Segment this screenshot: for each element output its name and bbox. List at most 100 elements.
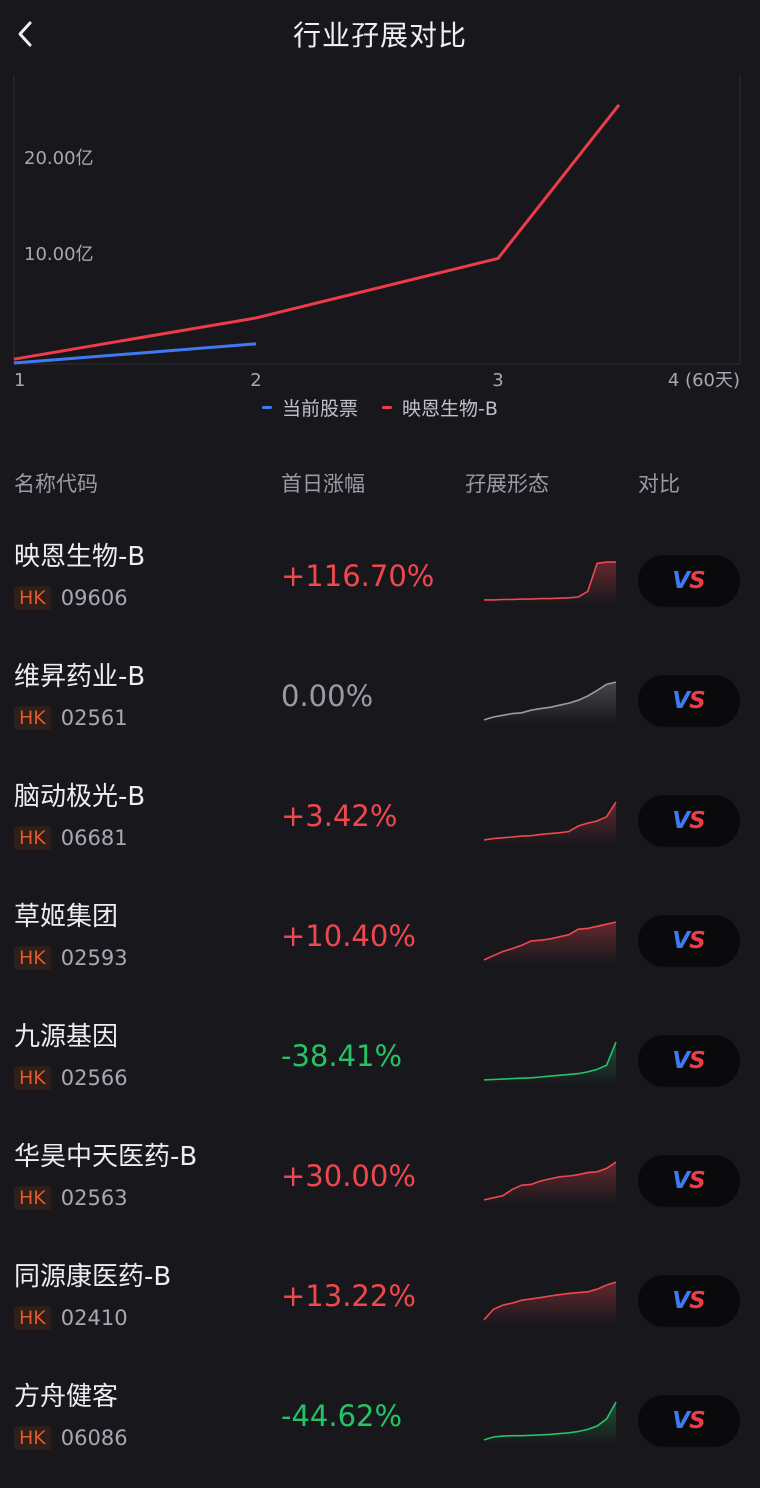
- sparkline-area: [484, 1042, 616, 1084]
- vs-label-v: V: [672, 1408, 691, 1434]
- legend-label: 映恩生物-B: [402, 398, 498, 420]
- sparkline-line: [483, 1281, 617, 1321]
- market-badge: HK: [14, 1426, 51, 1450]
- first-day-change: +116.70%: [281, 559, 435, 593]
- vs-label-v: V: [672, 688, 691, 714]
- back-button[interactable]: [6, 12, 46, 56]
- stock-code-line: HK 09606: [14, 585, 128, 611]
- stock-code: 06681: [60, 826, 128, 850]
- vs-label-v: V: [672, 928, 691, 954]
- top-bar: 行业孖展对比: [0, 0, 760, 70]
- sparkline-area: [484, 802, 616, 844]
- vs-label-v: V: [672, 1168, 691, 1194]
- x-tick-label: 2: [250, 370, 261, 390]
- sparkline-line: [484, 561, 616, 601]
- column-header: 名称代码 首日涨幅 孖展形态 对比: [0, 468, 760, 498]
- sparkline-line: [483, 1161, 617, 1201]
- legend-swatch: [382, 406, 393, 409]
- market-badge: HK: [14, 586, 51, 610]
- vs-label-v: V: [672, 808, 691, 834]
- stock-code-line: HK 02561: [14, 705, 128, 731]
- market-badge: HK: [14, 1066, 51, 1090]
- vs-label-v: V: [672, 1048, 691, 1074]
- stock-name: 脑动极光-B: [14, 782, 146, 812]
- column-margin-shape: 孖展形态: [465, 472, 549, 496]
- vs-label-v: V: [672, 1288, 691, 1314]
- stock-name: 华昊中天医药-B: [14, 1142, 198, 1172]
- legend-item: 当前股票: [262, 394, 358, 421]
- series-line-comparison-stock: [13, 103, 621, 361]
- margin-sparkline: [483, 801, 617, 844]
- stock-code-line: HK 02563: [14, 1185, 128, 1211]
- stock-code: 06086: [60, 1426, 128, 1450]
- stock-name: 九源基因: [14, 1022, 119, 1052]
- legend-item: 映恩生物-B: [382, 394, 498, 421]
- stock-name: 同源康医药-B: [14, 1262, 172, 1292]
- chart-legend: 当前股票 映恩生物-B: [0, 392, 760, 421]
- y-tick-label: 20.00亿: [24, 148, 94, 169]
- stock-code: 02566: [60, 1066, 128, 1090]
- chart-canvas: 10.00亿 20.00亿 1 2 3 4 (60天): [13, 76, 741, 390]
- stock-code: 02563: [60, 1186, 128, 1210]
- sparkline-line: [483, 921, 617, 961]
- page-title: 行业孖展对比: [292, 19, 467, 52]
- vs-label-s: S: [689, 928, 706, 954]
- margin-sparkline: [483, 1041, 617, 1084]
- sparkline-area: [484, 1282, 616, 1324]
- stock-name: 映恩生物-B: [14, 542, 146, 572]
- legend-swatch: [262, 406, 273, 409]
- stock-code: 02410: [60, 1306, 128, 1330]
- market-badge: HK: [14, 1186, 51, 1210]
- stock-name: 方舟健客: [14, 1382, 119, 1412]
- stock-code-line: HK 02566: [14, 1065, 128, 1091]
- first-day-change: +3.42%: [281, 799, 398, 833]
- vs-label-v: V: [672, 568, 691, 594]
- stock-code-line: HK 02410: [14, 1305, 128, 1331]
- column-name-code: 名称代码: [14, 472, 98, 496]
- market-badge: HK: [14, 1306, 51, 1330]
- sparkline-line: [483, 1401, 617, 1441]
- vs-label-s: S: [689, 568, 706, 594]
- vs-label-s: S: [689, 1168, 706, 1194]
- y-tick-label: 10.00亿: [24, 244, 94, 265]
- chevron-left-icon: [18, 21, 32, 47]
- series-line-current-stock: [13, 342, 257, 365]
- first-day-change: +30.00%: [281, 1159, 416, 1193]
- margin-sparkline: [483, 1401, 617, 1444]
- margin-comparison-chart: 10.00亿 20.00亿 1 2 3 4 (60天) 当前股票 映恩生物-B: [0, 70, 760, 430]
- sparkline-area: [484, 682, 616, 724]
- margin-sparkline: [484, 561, 616, 604]
- margin-sparkline: [483, 921, 617, 964]
- legend-label: 当前股票: [282, 398, 359, 420]
- vs-label-s: S: [689, 1288, 706, 1314]
- market-badge: HK: [14, 946, 51, 970]
- sparkline-area: [484, 1402, 616, 1444]
- margin-sparkline: [483, 681, 617, 724]
- sparkline-area: [484, 922, 616, 964]
- stock-code-line: HK 02593: [14, 945, 128, 971]
- column-first-day-change: 首日涨幅: [281, 472, 365, 496]
- stock-name: 草姬集团: [14, 902, 119, 932]
- x-tick-label: 4 (60天): [668, 370, 740, 390]
- sparkline-line: [483, 1041, 617, 1081]
- market-badge: HK: [14, 826, 51, 850]
- stock-code: 02561: [60, 706, 128, 730]
- stock-code-line: HK 06681: [14, 825, 128, 851]
